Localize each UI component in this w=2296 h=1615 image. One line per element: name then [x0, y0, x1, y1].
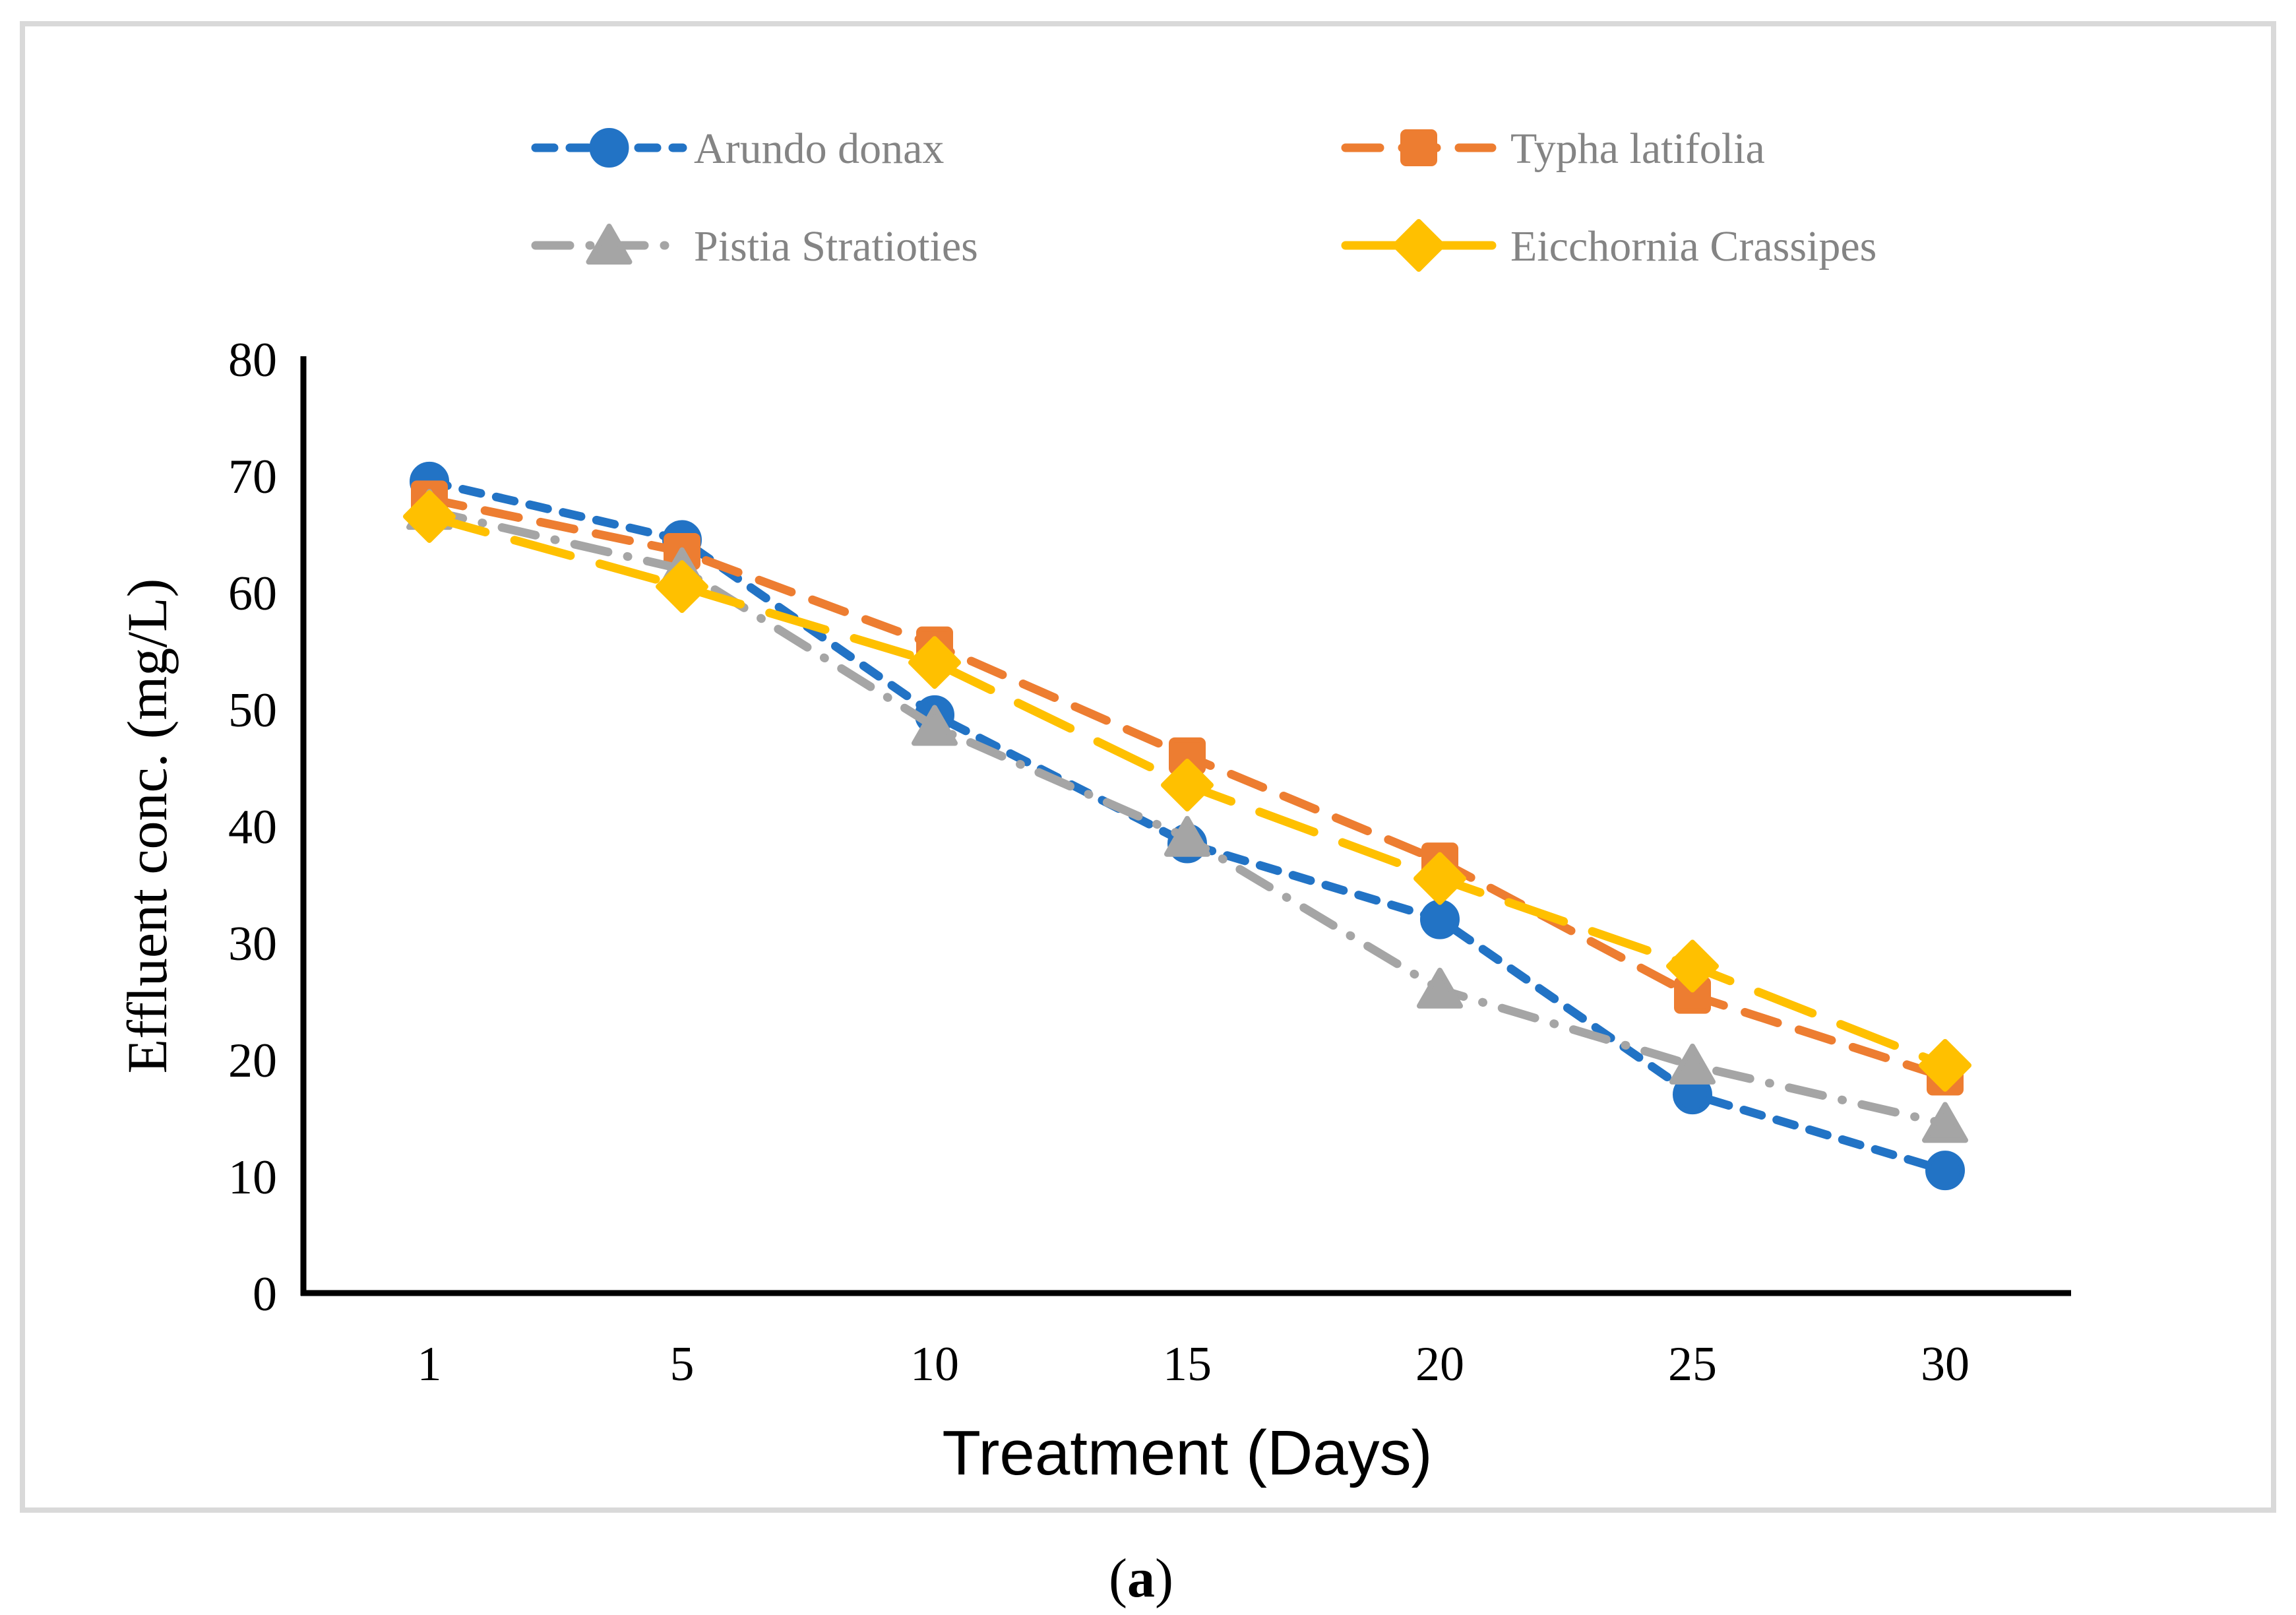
legend-item-typha-latifolia: Typha latifolia [1341, 125, 1765, 173]
y-tick-label: 60 [228, 567, 277, 621]
data-point-marker [1919, 1038, 1971, 1092]
data-point-marker [1420, 899, 1460, 939]
legend-item-arundo-donax: Arundo donax [531, 125, 944, 173]
legend-circle-marker-icon [589, 128, 629, 168]
y-tick-label: 70 [228, 450, 277, 504]
caption-open-paren: ( [1109, 1548, 1127, 1609]
chart-legend: Arundo donax Typha latifolia Pistia Strati… [531, 125, 1877, 272]
data-point-marker [908, 636, 961, 689]
figure-caption: (a) [1109, 1548, 1173, 1609]
data-point-marker [1164, 815, 1210, 857]
data-point-marker [912, 705, 958, 746]
x-tick-label: 25 [1668, 1337, 1717, 1391]
data-point-marker [1413, 852, 1466, 905]
data-point-marker [1669, 1043, 1716, 1085]
plot-area [403, 461, 1971, 1191]
x-tick-label: 30 [1921, 1337, 1970, 1391]
caption-close-paren: ) [1155, 1548, 1173, 1609]
y-axis-tick-labels: 0 10 20 30 40 50 60 70 80 [228, 333, 277, 1321]
caption-letter: a [1127, 1548, 1155, 1609]
y-tick-label: 20 [228, 1034, 277, 1088]
legend-item-eicchornia-crassipes: Eicchornia Crassipes [1341, 219, 1877, 272]
data-point-marker [1161, 759, 1214, 812]
series-pistia-stratioties [406, 489, 1968, 1143]
legend-label: Typha latifolia [1510, 125, 1765, 173]
y-tick-label: 80 [228, 333, 277, 387]
series-eicchornia-crassipes [403, 490, 1971, 1092]
legend-square-marker-icon [1400, 129, 1437, 166]
y-axis-title: Effluent conc. (mg/L) [115, 579, 179, 1074]
data-point-marker [1925, 1151, 1965, 1191]
axes [300, 356, 2071, 1296]
legend-label: Arundo donax [694, 125, 944, 173]
x-tick-label: 1 [418, 1337, 442, 1391]
data-point-marker [1666, 939, 1719, 993]
y-tick-label: 40 [228, 800, 277, 854]
legend-label: Pistia Stratioties [694, 222, 978, 270]
legend-label: Eicchornia Crassipes [1510, 222, 1877, 270]
x-axis-title: Treatment (Days) [942, 1418, 1432, 1488]
legend-diamond-marker-icon [1392, 219, 1445, 272]
y-tick-label: 0 [253, 1267, 277, 1321]
legend-triangle-marker-icon [586, 224, 633, 265]
legend-item-pistia-stratioties: Pistia Stratioties [531, 222, 978, 270]
data-point-marker [656, 560, 708, 614]
x-tick-label: 15 [1163, 1337, 1212, 1391]
data-point-marker [1922, 1102, 1968, 1143]
y-tick-label: 10 [228, 1151, 277, 1205]
figure-border [20, 21, 2276, 1513]
y-tick-label: 50 [228, 683, 277, 738]
x-tick-label: 20 [1415, 1337, 1464, 1391]
x-tick-label: 5 [670, 1337, 695, 1391]
data-point-marker [403, 490, 456, 543]
x-axis-tick-labels: 1 5 10 15 20 25 30 [418, 1337, 1970, 1391]
data-point-marker [1417, 967, 1463, 1009]
x-tick-label: 10 [910, 1337, 959, 1391]
y-tick-label: 30 [228, 917, 277, 971]
